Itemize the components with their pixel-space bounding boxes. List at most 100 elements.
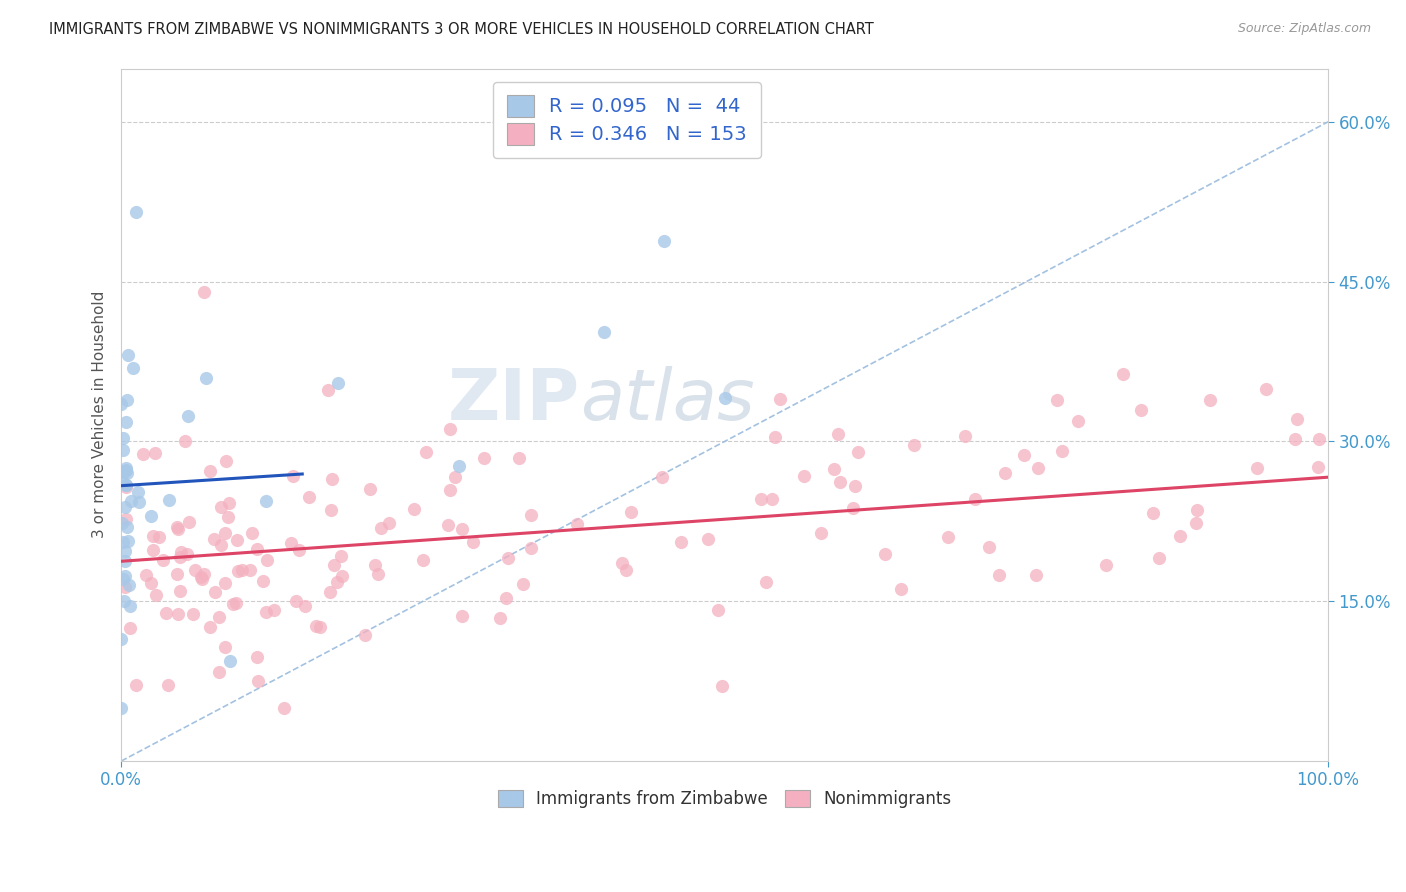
Point [1129, 403, 1152, 417]
Point [128, 494, 150, 508]
Point [330, 569, 353, 583]
Point [115, 393, 138, 408]
Point [367, 567, 389, 582]
Point [125, 678, 148, 692]
Point [118, 578, 141, 592]
Point [226, 564, 249, 578]
Point [287, 543, 309, 558]
Point [114, 569, 136, 583]
Point [875, 547, 897, 561]
Point [1185, 516, 1208, 530]
Point [112, 594, 135, 608]
Point [111, 516, 134, 531]
Point [252, 574, 274, 588]
Point [489, 611, 512, 625]
Point [115, 461, 138, 475]
Point [156, 678, 179, 692]
Point [696, 533, 718, 547]
Point [177, 516, 200, 530]
Point [415, 444, 437, 458]
Point [118, 599, 141, 613]
Point [461, 535, 484, 549]
Point [321, 472, 343, 486]
Point [761, 492, 783, 507]
Point [218, 496, 240, 510]
Point [214, 525, 236, 540]
Point [139, 576, 162, 591]
Point [155, 606, 177, 620]
Point [111, 431, 134, 445]
Point [117, 533, 139, 548]
Point [769, 392, 792, 407]
Point [214, 575, 236, 590]
Point [402, 502, 425, 516]
Point [200, 620, 222, 634]
Point [181, 607, 204, 621]
Point [132, 447, 155, 461]
Point [1286, 412, 1309, 426]
Point [1050, 444, 1073, 458]
Point [652, 234, 675, 248]
Point [225, 533, 247, 547]
Point [451, 609, 474, 624]
Point [200, 464, 222, 478]
Y-axis label: 3 or more Vehicles in Household: 3 or more Vehicles in Household [93, 291, 107, 539]
Point [254, 605, 277, 619]
Point [325, 574, 347, 589]
Point [472, 450, 495, 465]
Point [120, 621, 142, 635]
Point [148, 530, 170, 544]
Point [520, 541, 543, 555]
Point [194, 371, 217, 385]
Point [114, 464, 136, 478]
Point [125, 205, 148, 219]
Point [827, 426, 849, 441]
Point [354, 628, 377, 642]
Point [370, 521, 392, 535]
Point [114, 580, 136, 594]
Point [793, 469, 815, 483]
Point [122, 360, 145, 375]
Point [273, 701, 295, 715]
Point [143, 446, 166, 460]
Point [115, 478, 138, 492]
Point [439, 483, 461, 497]
Point [329, 549, 352, 563]
Point [496, 550, 519, 565]
Point [115, 415, 138, 429]
Point [823, 462, 845, 476]
Point [1094, 558, 1116, 572]
Point [114, 554, 136, 568]
Point [217, 510, 239, 524]
Point [890, 582, 912, 596]
Point [1025, 567, 1047, 582]
Point [231, 563, 253, 577]
Point [520, 508, 543, 522]
Point [281, 469, 304, 483]
Point [176, 547, 198, 561]
Point [810, 526, 832, 541]
Point [977, 540, 1000, 554]
Point [218, 654, 240, 668]
Point [614, 563, 637, 577]
Point [364, 558, 387, 573]
Point [828, 475, 851, 490]
Point [963, 491, 986, 506]
Point [294, 599, 316, 614]
Point [988, 568, 1011, 582]
Point [190, 572, 212, 586]
Point [565, 517, 588, 532]
Point [377, 516, 399, 530]
Point [451, 522, 474, 536]
Point [209, 538, 232, 552]
Point [305, 619, 328, 633]
Point [112, 535, 135, 549]
Point [117, 520, 139, 534]
Point [707, 603, 730, 617]
Point [222, 597, 245, 611]
Text: atlas: atlas [579, 367, 755, 435]
Point [167, 522, 190, 536]
Point [285, 594, 308, 608]
Point [214, 640, 236, 654]
Text: Source: ZipAtlas.com: Source: ZipAtlas.com [1237, 22, 1371, 36]
